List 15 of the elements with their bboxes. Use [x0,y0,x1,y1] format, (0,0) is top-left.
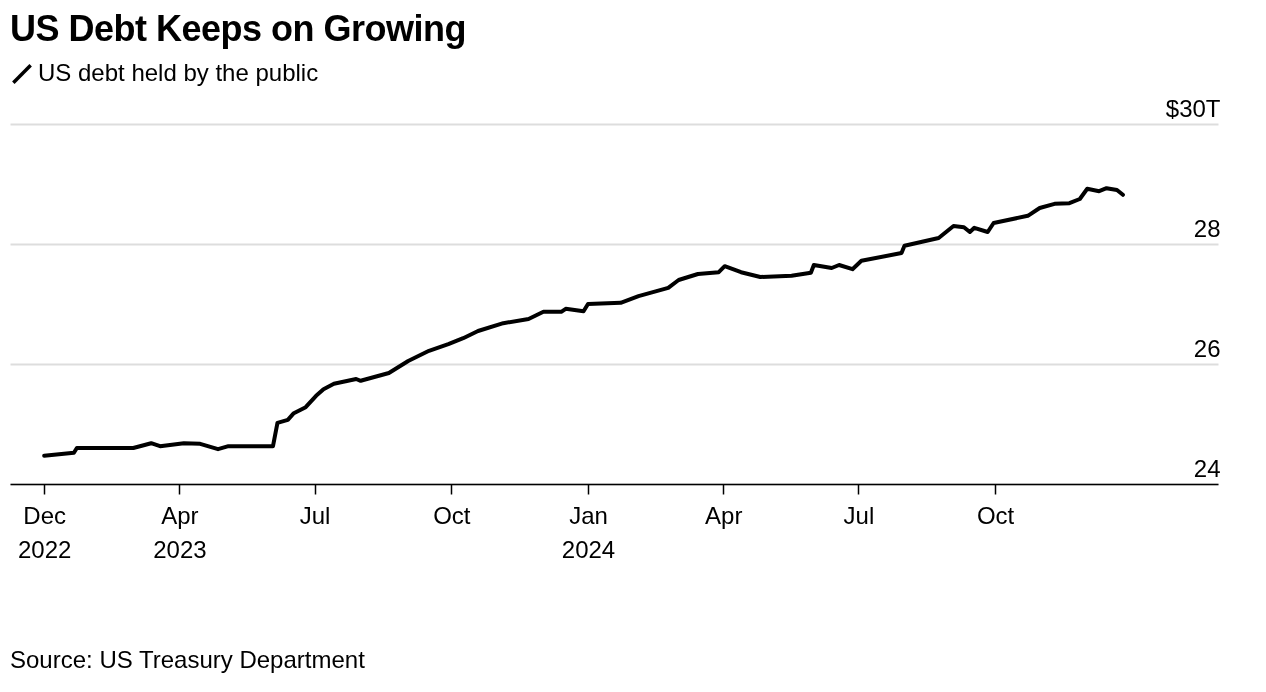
x-tick-label: Jul [843,501,875,529]
x-tick-label: Apr 2023 [153,501,207,563]
x-tick-label: Apr [705,501,743,529]
x-tick-label: Jul [299,501,331,529]
y-tick-label: 26 [1193,334,1221,362]
y-tick-label: $30T [1165,94,1221,122]
y-tick-label: 28 [1193,214,1221,242]
x-tick-label: Oct [433,501,471,529]
x-tick-label: Dec 2022 [17,501,72,563]
source-note: Source: US Treasury Department [10,646,365,674]
x-tick-label: Oct [976,501,1015,529]
x-tick-label: Jan 2024 [561,501,616,563]
chart-title: US Debt Keeps on Growing [10,8,467,50]
legend-label: US debt held by the public [38,59,319,86]
y-tick-label: 24 [1193,454,1221,482]
